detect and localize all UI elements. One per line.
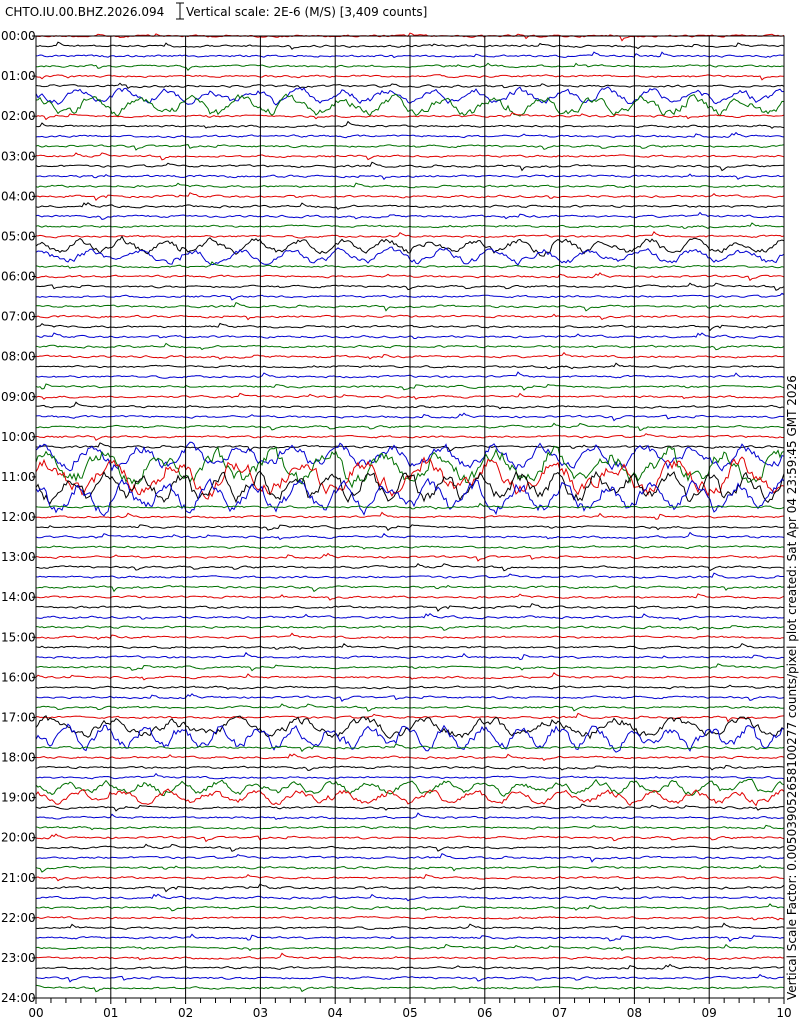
hour-label: 22:00	[1, 911, 36, 925]
minute-label: 08	[627, 1006, 642, 1020]
hour-label: 06:00	[1, 270, 36, 284]
scale-bar-icon	[176, 2, 184, 20]
side-note: Vertical Scale Factor: 0.005039052658100…	[785, 375, 799, 1000]
minute-label: 01	[103, 1006, 118, 1020]
grid: 00:00 01:00 02:00 03:00 04:00 05:00 06:00 07:00…	[1, 29, 792, 1020]
minute-label: 02	[178, 1006, 193, 1020]
hour-label: 08:00	[1, 350, 36, 364]
hour-label: 17:00	[1, 710, 36, 724]
minute-label: 07	[552, 1006, 567, 1020]
hour-label: 13:00	[1, 550, 36, 564]
hour-label: 15:00	[1, 630, 36, 644]
hour-label: 00:00	[1, 29, 36, 43]
minute-label: 06	[477, 1006, 492, 1020]
hour-label: 14:00	[1, 590, 36, 604]
hour-label: 20:00	[1, 831, 36, 845]
minute-label: 05	[402, 1006, 417, 1020]
minute-label: 09	[702, 1006, 717, 1020]
hour-label: 09:00	[1, 390, 36, 404]
hour-label: 01:00	[1, 69, 36, 83]
hour-label: 11:00	[1, 470, 36, 484]
plot-frame	[35, 35, 785, 999]
hour-label: 23:00	[1, 951, 36, 965]
hour-label: 24:00	[1, 991, 36, 1005]
minute-label: 00	[28, 1006, 43, 1020]
hour-label: 18:00	[1, 751, 36, 765]
hour-label: 12:00	[1, 510, 36, 524]
minute-label: 04	[328, 1006, 343, 1020]
vertical-scale: Vertical scale: 2E-6 (M/S) [3,409 counts…	[186, 5, 427, 19]
hour-label: 03:00	[1, 149, 36, 163]
hour-label: 05:00	[1, 229, 36, 243]
hour-label: 02:00	[1, 109, 36, 123]
station-id: CHTO.IU.00.BHZ.2026.094	[5, 5, 164, 19]
hour-label: 21:00	[1, 871, 36, 885]
hour-label: 10:00	[1, 430, 36, 444]
hour-label: 16:00	[1, 670, 36, 684]
hour-label: 04:00	[1, 189, 36, 203]
minute-label: 10	[776, 1006, 791, 1020]
hour-label: 19:00	[1, 791, 36, 805]
hour-label: 07:00	[1, 310, 36, 324]
minute-label: 03	[253, 1006, 268, 1020]
